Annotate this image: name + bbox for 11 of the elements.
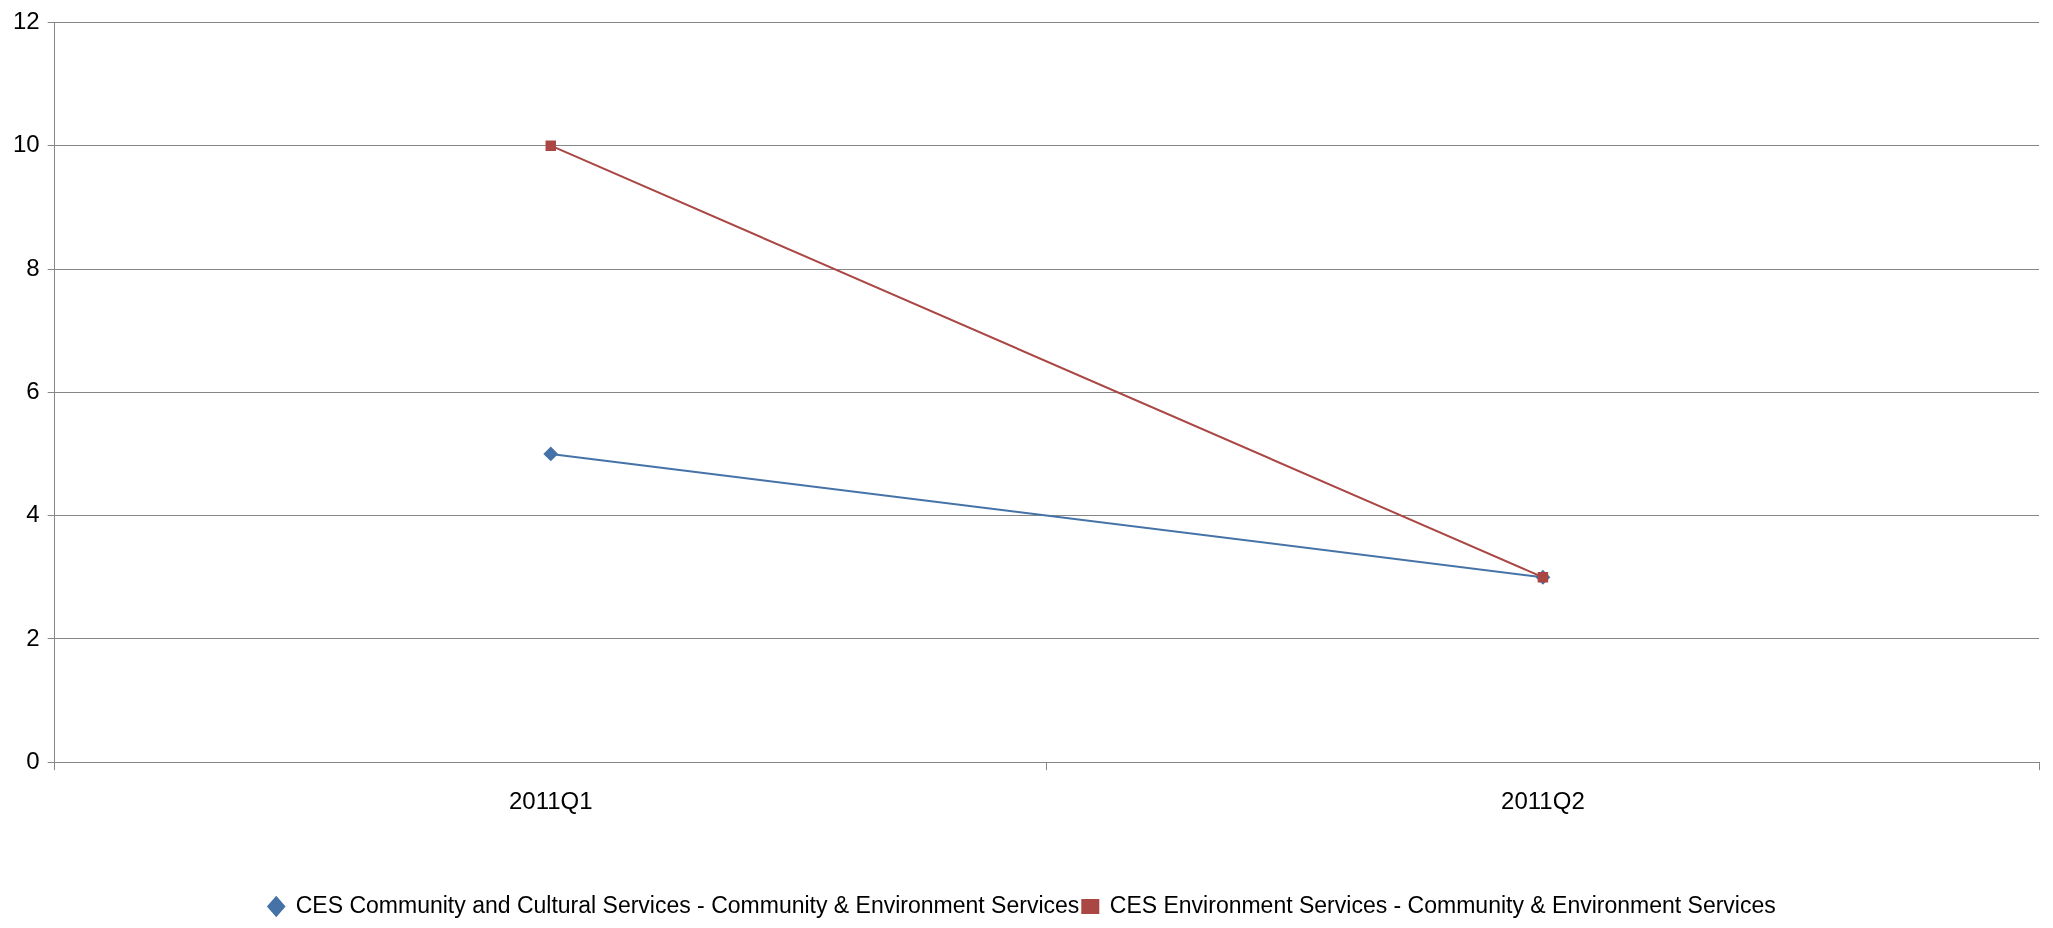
y-tick-label: 0 bbox=[26, 746, 40, 774]
y-tick-label: 6 bbox=[26, 376, 40, 404]
x-tick-label: 2011Q1 bbox=[508, 787, 593, 815]
y-tick-label: 10 bbox=[12, 130, 40, 158]
y-tick-label: 2 bbox=[26, 623, 40, 651]
x-tick-label: 2011Q2 bbox=[1501, 787, 1585, 815]
y-tick-label: 4 bbox=[26, 500, 40, 528]
y-tick-label: 12 bbox=[12, 7, 40, 35]
legend-label: CES Community and Cultural Services - Community & Environment Services bbox=[295, 891, 1080, 918]
y-tick-label: 8 bbox=[26, 253, 40, 281]
legend-label: CES Environment Services - Community & Environment Services bbox=[1109, 891, 1776, 918]
